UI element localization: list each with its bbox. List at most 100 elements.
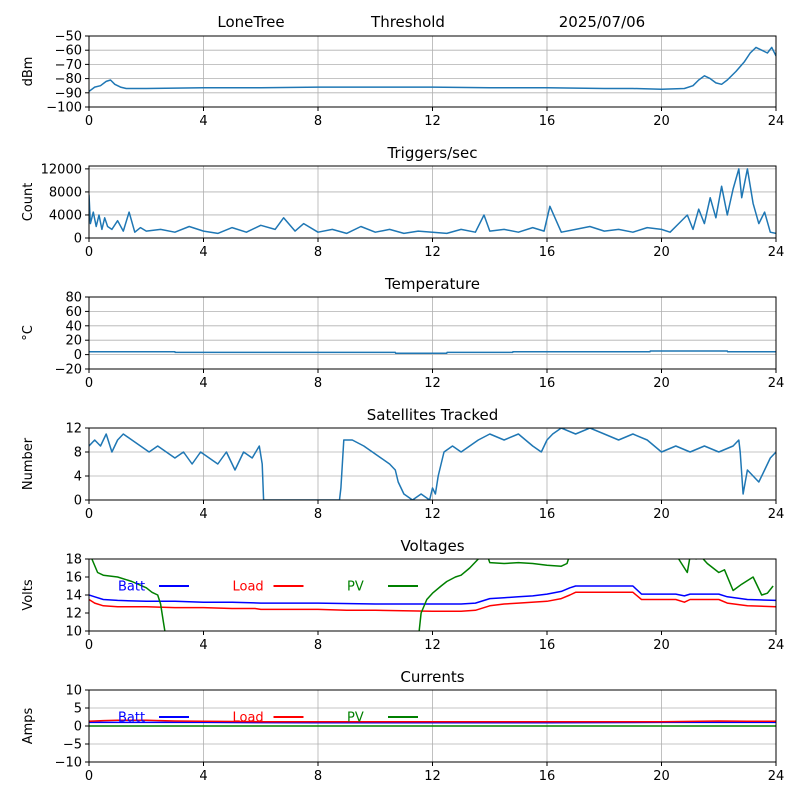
y-tick-label: 10 xyxy=(65,625,82,640)
x-tick-label: 12 xyxy=(424,114,441,129)
x-tick-label: 0 xyxy=(85,376,93,391)
axes-frame xyxy=(88,558,777,632)
y-axis-label: °C xyxy=(21,325,36,341)
x-tick-label: 8 xyxy=(314,638,322,653)
y-tick-label: 4 xyxy=(74,470,82,485)
x-tick-label: 20 xyxy=(653,638,670,653)
x-tick-label: 0 xyxy=(85,638,93,653)
legend-label-load: Load xyxy=(233,711,264,726)
x-tick-label: 8 xyxy=(314,245,322,260)
y-tick-label: 18 xyxy=(65,553,82,568)
x-tick-label: 12 xyxy=(424,245,441,260)
x-tick-label: 12 xyxy=(424,376,441,391)
x-tick-label: 4 xyxy=(199,769,207,784)
y-tick-label: 40 xyxy=(65,319,82,334)
x-tick-label: 24 xyxy=(768,114,785,129)
x-tick-label: 20 xyxy=(653,507,670,522)
legend-label-batt: Batt xyxy=(118,580,145,595)
y-tick-label: −50 xyxy=(55,30,82,45)
y-tick-label: 5 xyxy=(74,702,82,717)
x-tick-label: 8 xyxy=(314,376,322,391)
chart-panel-2: 0 4 8 12 16 20 24 0 4000 8000 12000 Triggers/sec Cou… xyxy=(21,144,784,260)
y-tick-label: 12 xyxy=(65,607,82,622)
y-tick-label: −5 xyxy=(63,738,82,753)
x-tick-label: 20 xyxy=(653,245,670,260)
header-date: 2025/07/06 xyxy=(559,13,645,31)
x-tick-label: 0 xyxy=(85,769,93,784)
x-tick-label: 4 xyxy=(199,376,207,391)
x-tick-label: 8 xyxy=(314,769,322,784)
x-tick-label: 16 xyxy=(539,638,556,653)
y-tick-label: 8 xyxy=(74,446,82,461)
y-tick-label: 4000 xyxy=(49,208,82,223)
y-tick-label: 0 xyxy=(74,348,82,363)
legend-label-batt: Batt xyxy=(118,711,145,726)
series-line-pv xyxy=(90,559,774,631)
y-tick-label: −80 xyxy=(55,72,82,87)
x-tick-label: 16 xyxy=(539,245,556,260)
x-tick-label: 12 xyxy=(424,507,441,522)
x-tick-label: 16 xyxy=(539,114,556,129)
legend-label-pv: PV xyxy=(347,580,364,595)
series-line-1 xyxy=(89,168,776,235)
chart-title: Satellites Tracked xyxy=(367,406,498,424)
series-line-batt xyxy=(89,585,776,605)
y-tick-label: 8000 xyxy=(49,185,82,200)
y-tick-label: 0 xyxy=(74,720,82,735)
y-axis-label: Volts xyxy=(21,579,36,611)
y-tick-label: −90 xyxy=(55,86,82,101)
header-site: LoneTree xyxy=(217,13,284,31)
legend-label-load: Load xyxy=(233,580,264,595)
y-tick-label: 10 xyxy=(65,684,82,699)
x-tick-label: 4 xyxy=(199,114,207,129)
x-tick-label: 20 xyxy=(653,769,670,784)
y-tick-label: 60 xyxy=(65,305,82,320)
y-tick-label: 12 xyxy=(65,422,82,437)
x-tick-label: 24 xyxy=(768,245,785,260)
y-tick-label: 12000 xyxy=(41,162,82,177)
x-tick-label: 12 xyxy=(424,769,441,784)
x-tick-label: 20 xyxy=(653,376,670,391)
x-tick-label: 4 xyxy=(199,638,207,653)
x-tick-label: 16 xyxy=(539,376,556,391)
x-tick-label: 8 xyxy=(314,114,322,129)
y-tick-label: 20 xyxy=(65,334,82,349)
y-tick-label: −60 xyxy=(55,44,82,59)
series-line-load xyxy=(89,719,776,723)
x-tick-label: 4 xyxy=(199,507,207,522)
chart-title: Voltages xyxy=(400,537,464,555)
chart-title: Triggers/sec xyxy=(387,144,478,162)
chart-panel-6: 0 4 8 12 16 20 24 −10 −5 0 5 10 Currents Amps Batt Load… xyxy=(21,668,784,784)
y-tick-label: 80 xyxy=(65,291,82,306)
y-axis-label: dBm xyxy=(21,57,36,87)
x-tick-label: 20 xyxy=(653,114,670,129)
y-axis-label: Amps xyxy=(21,707,36,744)
y-tick-label: −100 xyxy=(46,101,82,116)
x-tick-label: 0 xyxy=(85,245,93,260)
x-tick-label: 4 xyxy=(199,245,207,260)
x-tick-label: 12 xyxy=(424,638,441,653)
y-axis-label: Count xyxy=(21,183,36,222)
chart-panel-1: 0 4 8 12 16 20 24 −100−90−80−70−60−50 dBm xyxy=(21,30,784,130)
x-tick-label: 0 xyxy=(85,114,93,129)
y-tick-label: 16 xyxy=(65,571,82,586)
y-tick-label: −10 xyxy=(55,756,82,771)
x-tick-label: 8 xyxy=(314,507,322,522)
x-tick-label: 24 xyxy=(768,507,785,522)
x-tick-label: 24 xyxy=(768,638,785,653)
legend-label-pv: PV xyxy=(347,711,364,726)
series-line-load xyxy=(89,591,776,612)
chart-title: Currents xyxy=(400,668,464,686)
chart-title: Temperature xyxy=(384,275,480,293)
y-tick-label: −70 xyxy=(55,58,82,73)
x-tick-label: 0 xyxy=(85,507,93,522)
x-tick-label: 24 xyxy=(768,769,785,784)
header-mode: Threshold xyxy=(370,13,445,31)
x-tick-label: 16 xyxy=(539,769,556,784)
series-line-1 xyxy=(89,428,776,500)
y-axis-label: Number xyxy=(21,437,36,490)
y-tick-label: 0 xyxy=(74,232,82,247)
chart-panel-4: 0 4 8 12 16 20 24 0 4 8 12 Satellites Tracked Number xyxy=(21,406,784,522)
